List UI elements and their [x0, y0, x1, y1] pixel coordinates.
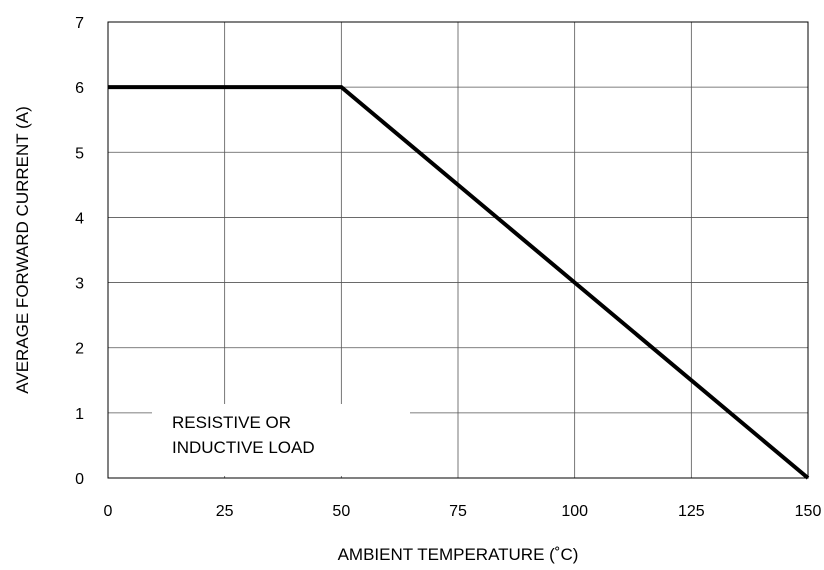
- annotation-line-2: INDUCTIVE LOAD: [172, 438, 315, 457]
- x-axis-title: AMBIENT TEMPERATURE (˚C): [338, 545, 579, 564]
- annotation-line-1: RESISTIVE OR: [172, 413, 291, 432]
- plot-frame: [107, 21, 809, 479]
- y-tick-label: 1: [75, 406, 84, 423]
- y-tick-label: 4: [75, 210, 84, 227]
- y-tick-label: 5: [75, 145, 84, 162]
- x-tick-label: 75: [449, 503, 467, 520]
- x-tick-label: 125: [678, 503, 705, 520]
- y-tick-label: 7: [75, 15, 84, 32]
- y-tick-labels: 0 1 2 3 4 5 6 7: [75, 15, 84, 488]
- x-tick-labels: 0 25 50 75 100 125 150: [104, 503, 822, 520]
- annotation-background: [152, 404, 410, 476]
- x-tick-label: 25: [216, 503, 234, 520]
- y-axis-title: AVERAGE FORWARD CURRENT (A): [13, 106, 32, 393]
- y-tick-label: 3: [75, 276, 84, 293]
- y-tick-label: 6: [75, 80, 84, 97]
- x-tick-label: 50: [332, 503, 350, 520]
- y-tick-label: 0: [75, 471, 84, 488]
- grid-lines: [107, 21, 809, 479]
- series-line: [108, 85, 810, 480]
- series-group: [108, 85, 810, 480]
- x-tick-label: 100: [561, 503, 588, 520]
- y-tick-label: 2: [75, 341, 84, 358]
- x-tick-label: 150: [795, 503, 822, 520]
- x-tick-label: 0: [104, 503, 113, 520]
